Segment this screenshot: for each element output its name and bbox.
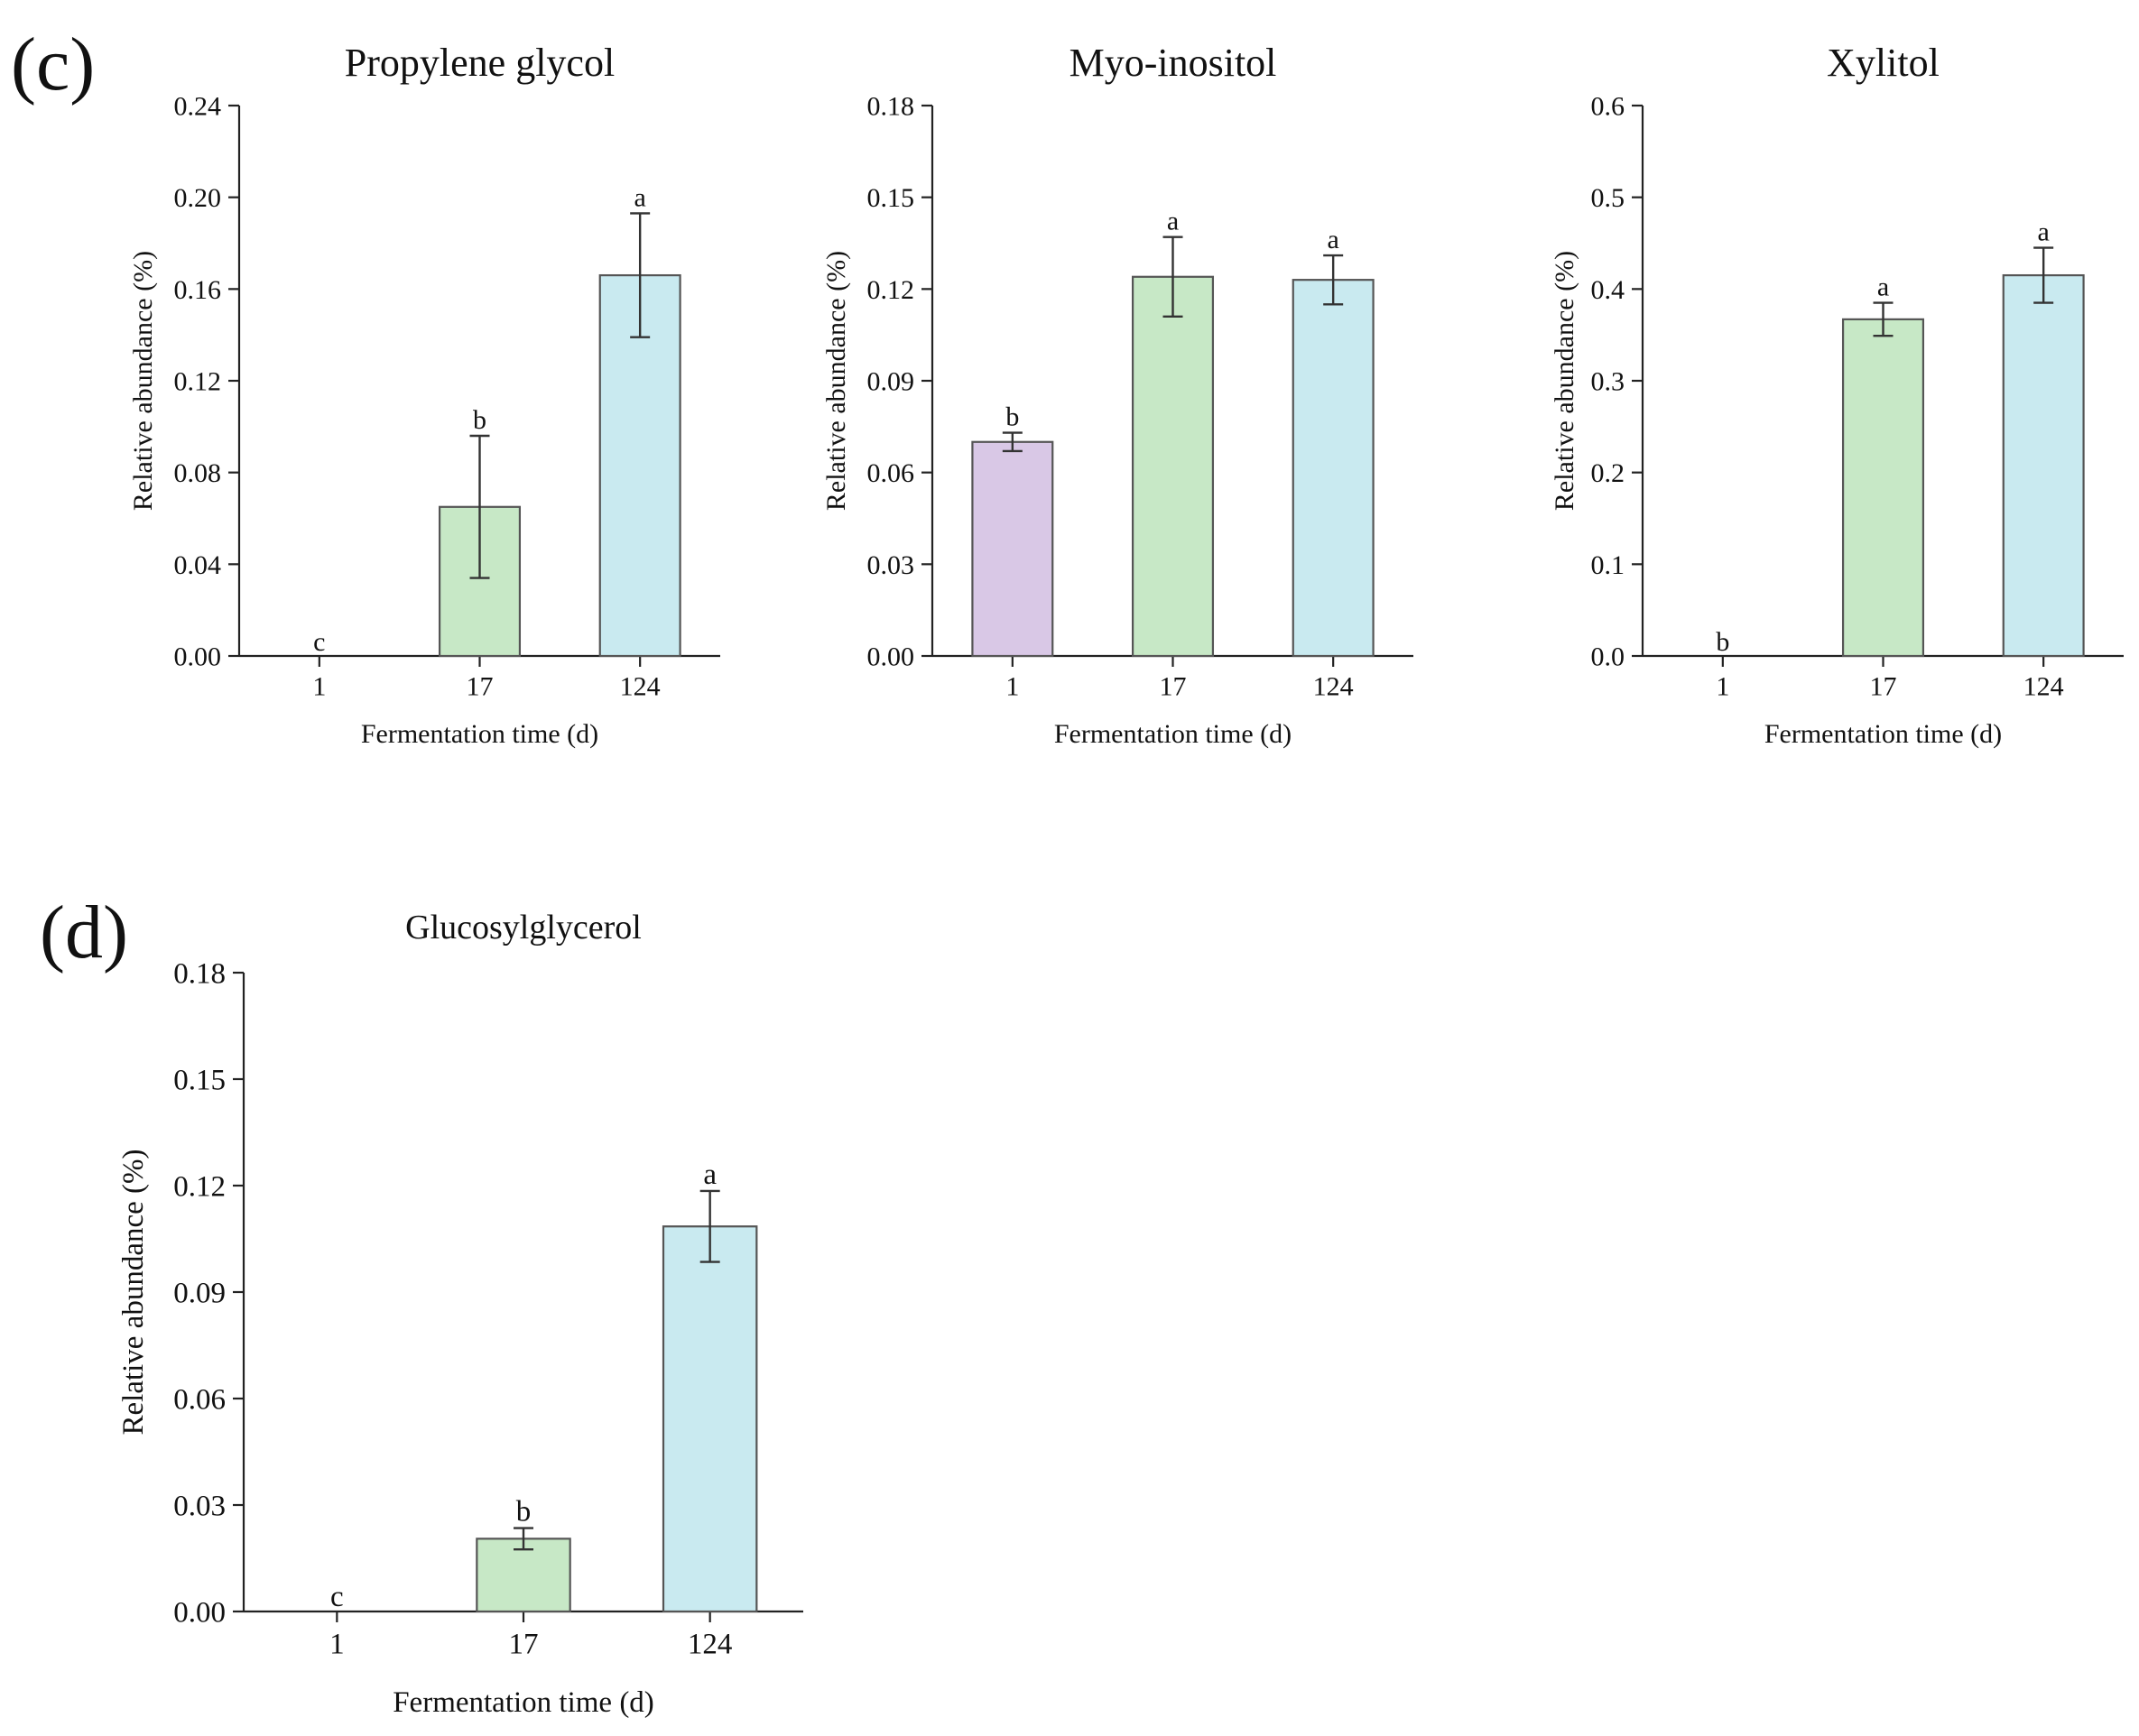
chart4-y-tick-label: 0.12 <box>173 1171 226 1204</box>
chart4-x-label: Fermentation time (d) <box>393 1686 654 1719</box>
chart1-title: Propylene glycol <box>345 41 615 85</box>
chart4-x-tick-label: 1 <box>329 1629 345 1661</box>
chart4-y-tick-label: 0.00 <box>173 1597 226 1630</box>
chart3-bar-124 <box>2002 273 2085 658</box>
chart2-significance-17: a <box>1167 207 1179 236</box>
chart4-significance-17: b <box>516 1496 532 1528</box>
chart3-y-tick-label: 0.3 <box>1591 367 1625 397</box>
chart2-x-tick-label: 1 <box>1005 672 1019 702</box>
chart1-y-tick-label: 0.16 <box>174 275 222 305</box>
chart3-x-label: Fermentation time (d) <box>1764 719 2002 749</box>
chart2-y-label: Relative abundance (%) <box>821 251 851 511</box>
chart4-significance-1: c <box>330 1581 344 1613</box>
panel-label-d: (d) <box>40 891 128 974</box>
chart3-y-tick-label: 0.2 <box>1591 458 1625 488</box>
chart1-y-tick-label: 0.04 <box>174 550 222 580</box>
chart3-x-tick-label: 1 <box>1716 672 1729 702</box>
chart3-significance-17: a <box>1877 272 1889 302</box>
chart2-y-tick-label: 0.09 <box>867 367 915 397</box>
chart4-y-tick-label: 0.03 <box>173 1491 226 1523</box>
chart3-y-tick-label: 0.4 <box>1591 275 1625 305</box>
chart2-x-label: Fermentation time (d) <box>1054 719 1292 749</box>
chart2-bar-17 <box>1131 275 1215 658</box>
chart3-y-label: Relative abundance (%) <box>1550 251 1579 511</box>
chart1-significance-124: a <box>634 182 646 212</box>
chart3-y-tick-label: 0.6 <box>1591 92 1625 122</box>
chart4-y-label: Relative abundance (%) <box>117 1149 150 1435</box>
chart1-y-tick-label: 0.24 <box>174 92 222 122</box>
chart1-x-label: Fermentation time (d) <box>361 719 598 749</box>
chart3-x-tick-label: 17 <box>1870 672 1897 702</box>
chart2-y-tick-label: 0.00 <box>867 642 915 672</box>
chart2-significance-1: b <box>1005 402 1019 432</box>
chart3-y-tick-label: 0.1 <box>1591 550 1625 580</box>
chart3-y-tick-label: 0.5 <box>1591 183 1625 213</box>
chart1-x-tick-label: 17 <box>467 672 494 702</box>
chart3-x-tick-label: 124 <box>2023 672 2064 702</box>
chart2-bar-124 <box>1292 279 1375 658</box>
chart1-y-tick-label: 0.20 <box>174 183 222 213</box>
chart2-y-tick-label: 0.15 <box>867 183 915 213</box>
chart4-y-tick-label: 0.06 <box>173 1384 226 1417</box>
chart1-x-tick-label: 1 <box>312 672 326 702</box>
chart1-y-tick-label: 0.12 <box>174 367 222 397</box>
chart2-y-tick-label: 0.18 <box>867 92 915 122</box>
chart4-y-tick-label: 0.18 <box>173 958 226 991</box>
chart2-x-tick-label: 17 <box>1160 672 1187 702</box>
chart4-x-tick-label: 17 <box>509 1629 539 1661</box>
chart2-y-tick-label: 0.06 <box>867 458 915 488</box>
chart2-bar-1 <box>971 440 1054 658</box>
chart3-significance-1: b <box>1716 627 1729 657</box>
panel-label-c: (c) <box>11 23 96 106</box>
chart4-y-tick-label: 0.09 <box>173 1278 226 1310</box>
chart1-significance-17: b <box>473 405 486 435</box>
chart1-y-label: Relative abundance (%) <box>128 251 158 511</box>
chart2-y-tick-label: 0.12 <box>867 275 915 305</box>
chart4-y-tick-label: 0.15 <box>173 1065 226 1097</box>
chart3-title: Xylitol <box>1827 41 1940 85</box>
chart4-x-tick-label: 124 <box>688 1629 733 1661</box>
chart3-y-tick-label: 0.0 <box>1591 642 1625 672</box>
chart1-y-tick-label: 0.08 <box>174 458 222 488</box>
chart1-x-tick-label: 124 <box>620 672 661 702</box>
chart3-bar-17 <box>1841 318 1925 658</box>
chart4-title: Glucosylglycerol <box>405 909 642 946</box>
chart2-x-tick-label: 124 <box>1313 672 1354 702</box>
chart4-bar-17 <box>476 1537 571 1613</box>
chart1-bar-124 <box>598 273 681 658</box>
chart2-significance-124: a <box>1328 225 1339 254</box>
chart4-bar-124 <box>662 1225 758 1613</box>
chart1-significance-1: c <box>313 627 325 657</box>
chart1-y-tick-label: 0.00 <box>174 642 222 672</box>
chart2-title: Myo-inositol <box>1070 41 1277 85</box>
chart3-significance-124: a <box>2038 217 2050 247</box>
chart2-y-tick-label: 0.03 <box>867 550 915 580</box>
chart4-significance-124: a <box>703 1159 717 1191</box>
